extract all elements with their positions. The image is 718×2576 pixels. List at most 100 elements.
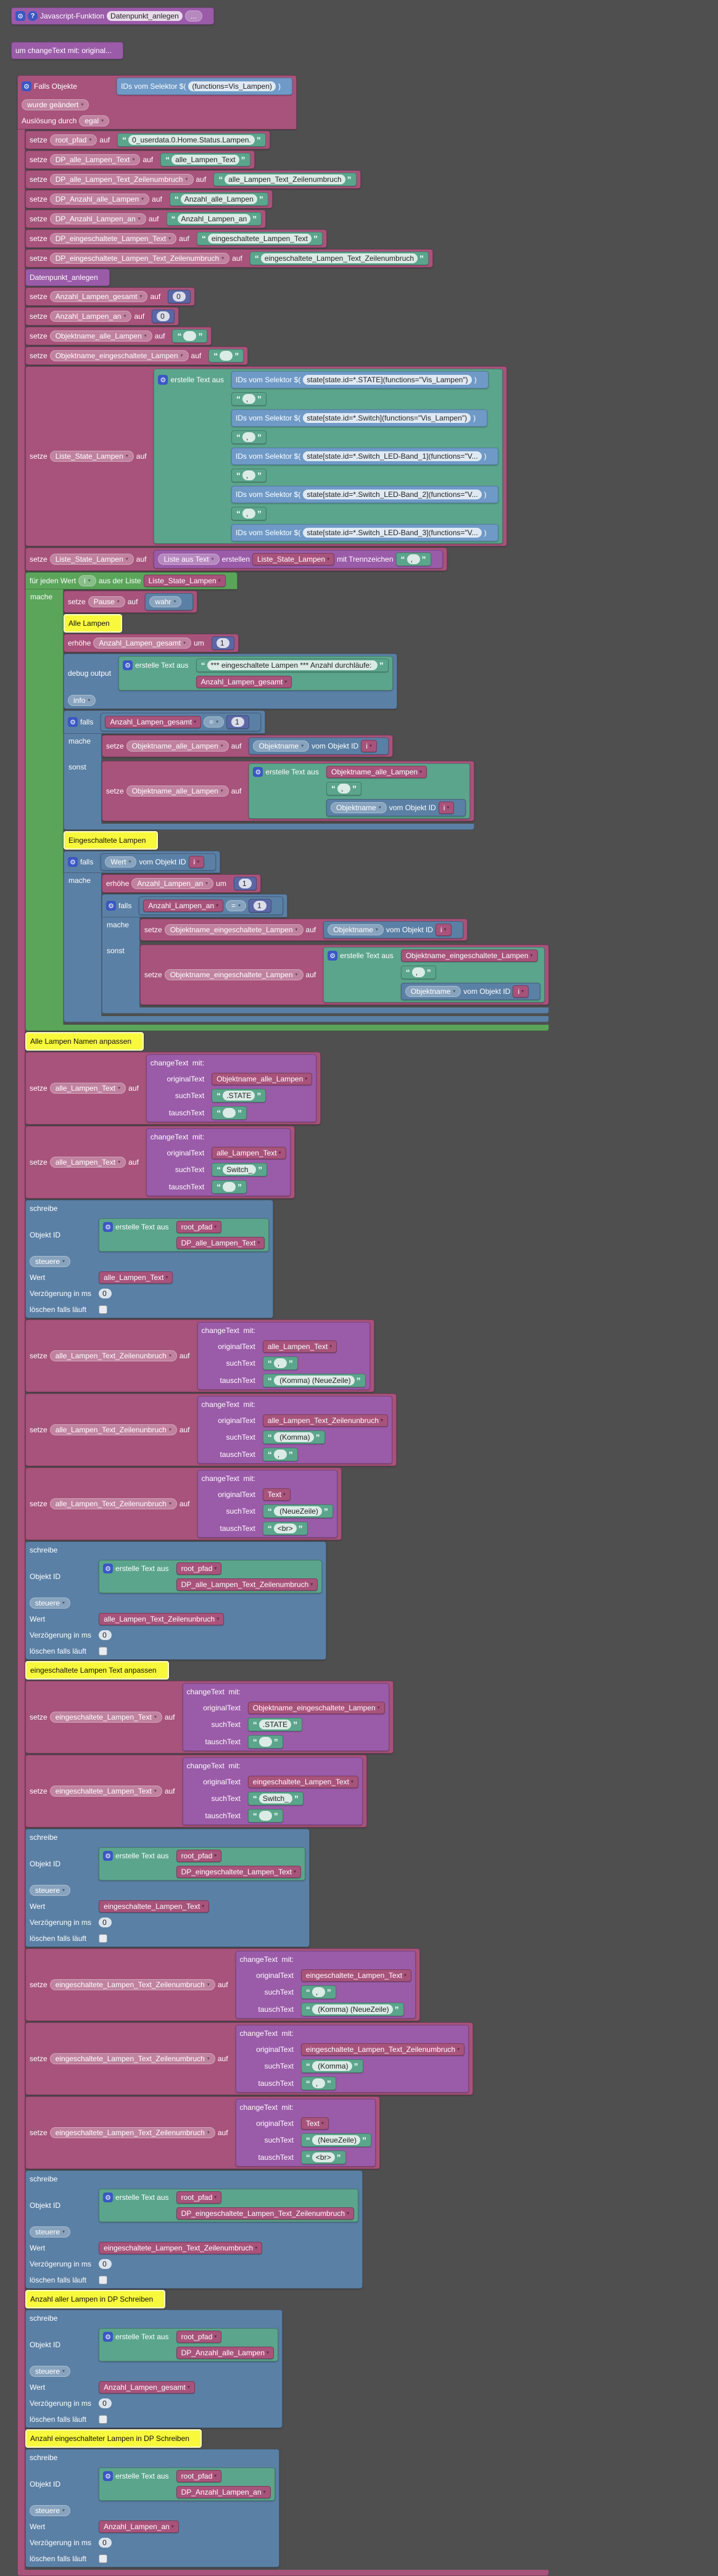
dropdown-anzahl-lampen-gesamt[interactable]: Anzahl_Lampen_gesamt ▾ xyxy=(93,638,192,649)
string-block[interactable]: “,” xyxy=(300,1985,336,1999)
dropdown-steuere[interactable]: steuere ▾ xyxy=(30,1598,71,1609)
collapsed-function-changetext[interactable]: um changeText mit: original... xyxy=(11,42,124,59)
number-field[interactable]: 0 xyxy=(99,1918,112,1927)
join-text[interactable]: ⚙ erstelle Text aus “*** eingeschaltete La… xyxy=(118,656,393,691)
set-variable[interactable]: setze eingeschaltete_Lampen_Text_Zeilenum… xyxy=(25,2022,474,2095)
gear-icon[interactable]: ⚙ xyxy=(103,1564,113,1573)
comparison[interactable]: Anzahl_Lampen_an ▾ = ▾ 1 xyxy=(139,896,284,915)
set-variable[interactable]: setze eingeschaltete_Lampen_Text_Zeilenum… xyxy=(25,1948,421,2021)
falls-block[interactable]: ⚙ falls Anzahl_Lampen_an ▾ = ▾ 1 mache setze Obje… xyxy=(102,894,550,1014)
changetext[interactable]: changeText mit: originalText Text ▾ suchText… xyxy=(235,2099,376,2167)
comment-anzahl-aller-lampen[interactable]: Anzahl aller Lampen in DP Schreiben xyxy=(25,2290,166,2308)
string-block[interactable]: “ (NeueZeile)” xyxy=(262,1504,333,1518)
get-objektname[interactable]: Objektname ▾ vom Objekt ID i ▾ xyxy=(249,737,389,755)
string-block[interactable]: “,” xyxy=(300,2077,336,2090)
dropdown-alle-lampen-text[interactable]: alle_Lampen_Text ▾ xyxy=(49,1083,126,1094)
selector-block[interactable]: IDs vom Selektor $((functions=Vis_Lampen… xyxy=(117,78,292,95)
number-field[interactable]: 0 xyxy=(99,2398,112,2408)
variable-eingeschaltete-lampen-text-zeilenumbruch[interactable]: eingeschaltete_Lampen_Text_Zeilenumbruch… xyxy=(300,2043,465,2056)
dropdown-alle-lampen-text[interactable]: alle_Lampen_Text ▾ xyxy=(49,1157,126,1168)
variable-i[interactable]: i ▾ xyxy=(438,802,455,814)
string-field[interactable] xyxy=(223,1182,236,1192)
text-field[interactable]: state[state.id=*.Switch_LED-Band_1](func… xyxy=(303,451,482,461)
string-field[interactable] xyxy=(220,351,233,361)
foreach-loop[interactable]: für jeden Wert i ▾ aus der Liste Liste_State… xyxy=(25,572,550,1031)
changetext[interactable]: changeText mit: originalText alle_Lampen_T… xyxy=(146,1128,291,1196)
string-field[interactable]: eingeschaltete_Lampen_Text xyxy=(207,234,312,244)
dropdown-steuere[interactable]: steuere ▾ xyxy=(30,1256,71,1267)
variable-root-pfad[interactable]: root_pfad ▾ xyxy=(176,2470,222,2482)
string-block[interactable]: “.STATE” xyxy=(212,1089,266,1102)
set-variable[interactable]: setze alle_Lampen_Text ▾ auf changeText mit:… xyxy=(25,1052,321,1125)
string-block[interactable]: “Switch_” xyxy=(247,1792,303,1805)
set-variable[interactable]: setze DP_Anzahl_alle_Lampen ▾ auf “Anzahl_al… xyxy=(25,190,273,208)
number-field[interactable]: 0 xyxy=(99,2259,112,2269)
string-field[interactable]: , xyxy=(242,509,255,519)
set-variable[interactable]: setze alle_Lampen_Text_Zeilenunbruch ▾ auf c… xyxy=(25,1319,374,1392)
variable-objektname-eingeschaltete-lampen[interactable]: Objektname_eingeschaltete_Lampen ▾ xyxy=(247,1702,385,1714)
dropdown-objektname-alle-lampen[interactable]: Objektname_alle_Lampen ▾ xyxy=(126,740,229,752)
set-variable[interactable]: setze Anzahl_Lampen_an ▾ auf 0 xyxy=(25,307,180,326)
selector-block[interactable]: IDs vom Selektor $(state[state.id=*.Swit… xyxy=(231,448,498,465)
text-field[interactable]: state[state.id=*.Switch_LED-Band_3](func… xyxy=(303,528,482,538)
dropdown-x[interactable]: = ▾ xyxy=(204,716,225,728)
join-text[interactable]: ⚙ erstelle Text aus root_pfad ▾ DP_Anzahl_La… xyxy=(99,2467,275,2501)
string-field[interactable]: , xyxy=(337,784,350,794)
variable-objektname-eingeschaltete-lampen[interactable]: Objektname_eingeschaltete_Lampen ▾ xyxy=(400,950,538,962)
string-field[interactable]: <br> xyxy=(312,2152,335,2162)
dropdown-alle-lampen-text-zeilenunbruch[interactable]: alle_Lampen_Text_Zeilenunbruch ▾ xyxy=(49,1498,177,1509)
dropdown-objektname-eingeschaltete-lampen[interactable]: Objektname_eingeschaltete_Lampen ▾ xyxy=(164,924,303,935)
variable-alle-lampen-text[interactable]: alle_Lampen_Text ▾ xyxy=(212,1147,286,1159)
gear-icon[interactable]: ⚙ xyxy=(106,901,116,911)
get-objektname[interactable]: Objektname ▾ vom Objekt ID i ▾ xyxy=(326,799,466,816)
variable-liste-state-lampen[interactable]: Liste_State_Lampen ▾ xyxy=(252,553,335,565)
checkbox[interactable] xyxy=(99,2276,108,2284)
string-block[interactable]: “ (Komma)” xyxy=(262,1430,325,1444)
variable-eingeschaltete-lampen-text[interactable]: eingeschaltete_Lampen_Text ▾ xyxy=(99,1900,210,1913)
set-variable[interactable]: setze DP_eingeschaltete_Lampen_Text_Zeile… xyxy=(25,249,434,268)
mutator-button[interactable]: ... xyxy=(184,10,202,22)
get-objektname[interactable]: Objektname ▾ vom Objekt ID i ▾ xyxy=(400,983,541,1000)
string-block[interactable]: “ (Komma) (NeueZeile)” xyxy=(300,2003,404,2016)
set-variable[interactable]: setze Anzahl_Lampen_gesamt ▾ auf 0 xyxy=(25,287,196,306)
selector-block[interactable]: IDs vom Selektor $(state[state.id=*.Swit… xyxy=(231,486,498,503)
number-field[interactable]: 1 xyxy=(254,901,267,911)
variable-text[interactable]: Text ▾ xyxy=(262,1488,291,1501)
number-block[interactable]: 1 xyxy=(226,715,250,729)
number-block[interactable]: 0 xyxy=(152,310,175,323)
gear-icon[interactable]: ⚙ xyxy=(103,2192,113,2202)
string-field[interactable]: (NeueZeile) xyxy=(273,1506,322,1516)
dropdown-wurde-ge-ndert[interactable]: wurde geändert ▾ xyxy=(22,99,89,110)
set-variable[interactable]: setze DP_eingeschaltete_Lampen_Text ▾ auf “e… xyxy=(25,229,327,248)
set-variable[interactable]: setze Objektname_eingeschaltete_Lampen ▾ au… xyxy=(25,347,249,365)
selector-block[interactable]: IDs vom Selektor $(state[state.id=*.Swit… xyxy=(231,524,498,541)
changetext[interactable]: changeText mit: originalText Objektname_ei… xyxy=(182,1683,389,1751)
dropdown-anzahl-lampen-an[interactable]: Anzahl_Lampen_an ▾ xyxy=(49,311,132,322)
comment-eingeschaltete-lampen-text-anpassen[interactable]: eingeschaltete Lampen Text anpassen xyxy=(25,1661,169,1680)
get-objektname[interactable]: Objektname ▾ vom Objekt ID i ▾ xyxy=(323,921,463,938)
comment-eingeschaltete-lampen[interactable]: Eingeschaltete Lampen xyxy=(64,831,159,850)
set-variable[interactable]: setze Liste_State_Lampen ▾ auf Liste aus Tex… xyxy=(25,548,447,571)
string-block[interactable]: “eingeschaltete_Lampen_Text_Zeilenumbruc… xyxy=(249,252,429,265)
gear-icon[interactable]: ⚙ xyxy=(22,81,31,91)
string-field[interactable]: , xyxy=(273,1450,287,1459)
dropdown-pause[interactable]: Pause ▾ xyxy=(88,596,125,607)
dropdown-x[interactable]: = ▾ xyxy=(226,900,247,911)
set-variable[interactable]: setze alle_Lampen_Text_Zeilenunbruch ▾ auf c… xyxy=(25,1467,342,1540)
text-field[interactable]: Datenpunkt_anlegen xyxy=(107,11,183,21)
comparison[interactable]: Anzahl_Lampen_gesamt ▾ = ▾ 1 xyxy=(101,713,262,731)
string-block[interactable]: “ (Komma)” xyxy=(300,2059,363,2073)
variable-objektname-alle-lampen[interactable]: Objektname_alle_Lampen ▾ xyxy=(326,766,427,778)
number-block[interactable]: 1 xyxy=(249,899,272,913)
gear-icon[interactable]: ⚙ xyxy=(15,11,25,21)
dropdown-i[interactable]: i ▾ xyxy=(78,575,96,586)
join-text[interactable]: ⚙ erstelle Text aus root_pfad ▾ DP_Anzahl_al… xyxy=(99,2328,279,2361)
string-field[interactable]: , xyxy=(411,967,425,977)
variable-alle-lampen-text[interactable]: alle_Lampen_Text ▾ xyxy=(262,1340,337,1353)
variable-anzahl-lampen-gesamt[interactable]: Anzahl_Lampen_gesamt ▾ xyxy=(99,2381,195,2393)
dropdown-egal[interactable]: egal ▾ xyxy=(79,115,110,126)
dropdown-eingeschaltete-lampen-text-zeilenumbruch[interactable]: eingeschaltete_Lampen_Text_Zeilenumbruch… xyxy=(49,2053,215,2064)
gear-icon[interactable]: ⚙ xyxy=(158,375,168,385)
dropdown-liste-state-lampen[interactable]: Liste_State_Lampen ▾ xyxy=(49,554,134,565)
dropdown-dp-alle-lampen-text-zeilenumbruch[interactable]: DP_alle_Lampen_Text_Zeilenumbruch ▾ xyxy=(49,174,194,185)
